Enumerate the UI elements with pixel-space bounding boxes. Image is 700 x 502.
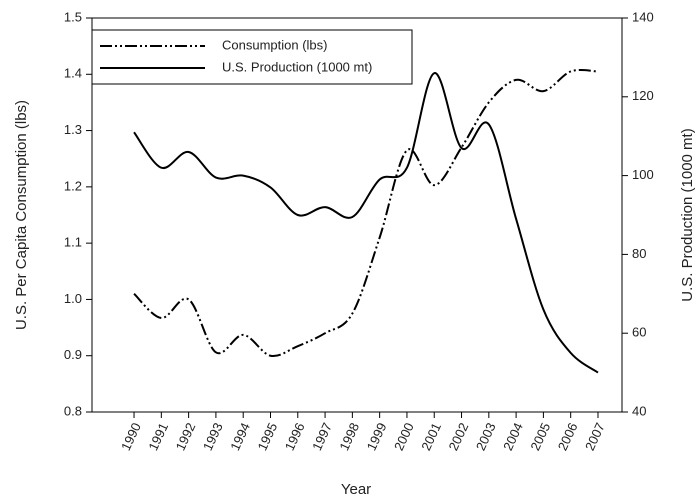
y2-tick-label: 120 — [632, 88, 654, 103]
x-tick-label: 2000 — [391, 420, 417, 453]
y-tick-label: 0.9 — [64, 347, 82, 362]
x-tick-label: 2006 — [555, 420, 581, 453]
y-tick-label: 1.2 — [64, 178, 82, 193]
y-tick-label: 1.1 — [64, 235, 82, 250]
x-tick-label: 1997 — [309, 420, 335, 453]
x-tick-label: 1990 — [118, 420, 144, 453]
y-tick-label: 1.4 — [64, 66, 82, 81]
x-axis-label: Year — [341, 481, 371, 498]
y2-tick-label: 100 — [632, 167, 654, 182]
x-tick-label: 1992 — [173, 420, 199, 453]
x-tick-label: 1996 — [282, 420, 308, 453]
y2-axis-label: U.S. Production (1000 mt) — [679, 128, 696, 301]
y-tick-label: 1.5 — [64, 9, 82, 24]
x-tick-label: 1999 — [364, 420, 390, 453]
series-line — [133, 72, 599, 374]
x-tick-label: 2003 — [473, 420, 499, 453]
x-tick-label: 2004 — [500, 420, 526, 453]
y2-tick-label: 140 — [632, 9, 654, 24]
y-tick-label: 1.0 — [64, 291, 82, 306]
x-tick-label: 2005 — [527, 420, 553, 453]
x-tick-label: 1994 — [227, 420, 253, 453]
y2-tick-label: 40 — [632, 403, 646, 418]
x-tick-label: 1991 — [145, 420, 171, 453]
legend-label: Consumption (lbs) — [222, 37, 328, 52]
series-line — [133, 69, 599, 357]
y-tick-label: 1.3 — [64, 122, 82, 137]
y2-tick-label: 80 — [632, 246, 646, 261]
legend-label: U.S. Production (1000 mt) — [222, 59, 372, 74]
x-tick-label: 2007 — [582, 420, 608, 453]
x-tick-label: 1993 — [200, 420, 226, 453]
plot-frame — [91, 17, 623, 413]
x-tick-label: 1995 — [255, 420, 281, 453]
y-axis-label: U.S. Per Capita Consumption (lbs) — [13, 100, 30, 330]
x-tick-label: 1998 — [336, 420, 362, 453]
x-tick-label: 2002 — [446, 420, 472, 453]
legend-box — [91, 29, 413, 85]
y-tick-label: 0.8 — [64, 403, 82, 418]
y2-tick-label: 60 — [632, 325, 646, 340]
x-tick-label: 2001 — [418, 420, 444, 453]
